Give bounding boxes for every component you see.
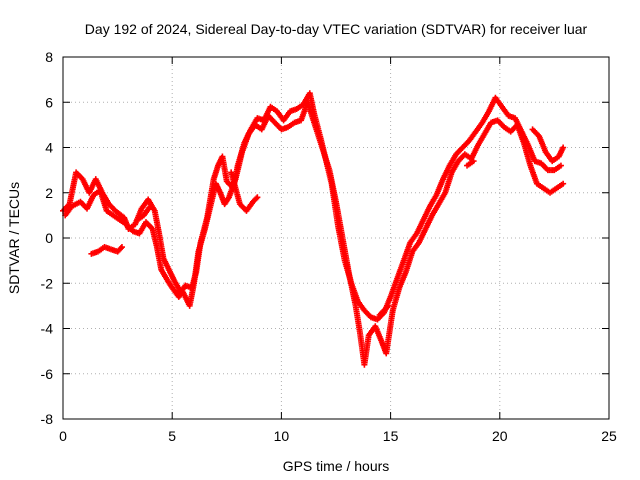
x-tick-label: 0 [59,428,67,444]
data-point [385,302,392,309]
x-tick-label: 10 [274,428,290,444]
plot-frame [62,56,610,420]
y-tick-label: -6 [41,366,54,382]
x-tick-label: 20 [492,428,508,444]
chart-title: Day 192 of 2024, Sidereal Day-to-day VTE… [85,21,588,37]
y-axis-label: SDTVAR / TECUs [6,182,22,294]
series-track-c [88,126,567,318]
series-track-b [62,99,567,368]
data-point [560,144,567,151]
x-tick-label: 25 [601,428,617,444]
x-tick-label: 15 [383,428,399,444]
data-point [253,195,260,202]
x-axis-label: GPS time / hours [283,458,390,474]
data-point [147,203,154,210]
axis-ticks: 0 5 10 15 20 25 -8 -6 -4 -2 0 2 4 6 8 [41,49,617,444]
y-tick-label: 0 [45,230,53,246]
data-point [560,180,567,187]
y-tick-label: 6 [45,94,53,110]
data-point [557,162,564,169]
data-points [60,90,567,368]
grid [63,57,609,419]
y-tick-label: 8 [45,49,53,65]
y-tick-label: -2 [41,275,54,291]
y-tick-label: -8 [41,411,54,427]
data-point [254,194,261,201]
y-tick-label: -4 [41,321,54,337]
data-point [470,158,477,165]
y-tick-label: 2 [45,185,53,201]
y-tick-label: 4 [45,140,53,156]
data-point [117,245,124,252]
x-tick-label: 5 [168,428,176,444]
data-point [118,244,125,251]
